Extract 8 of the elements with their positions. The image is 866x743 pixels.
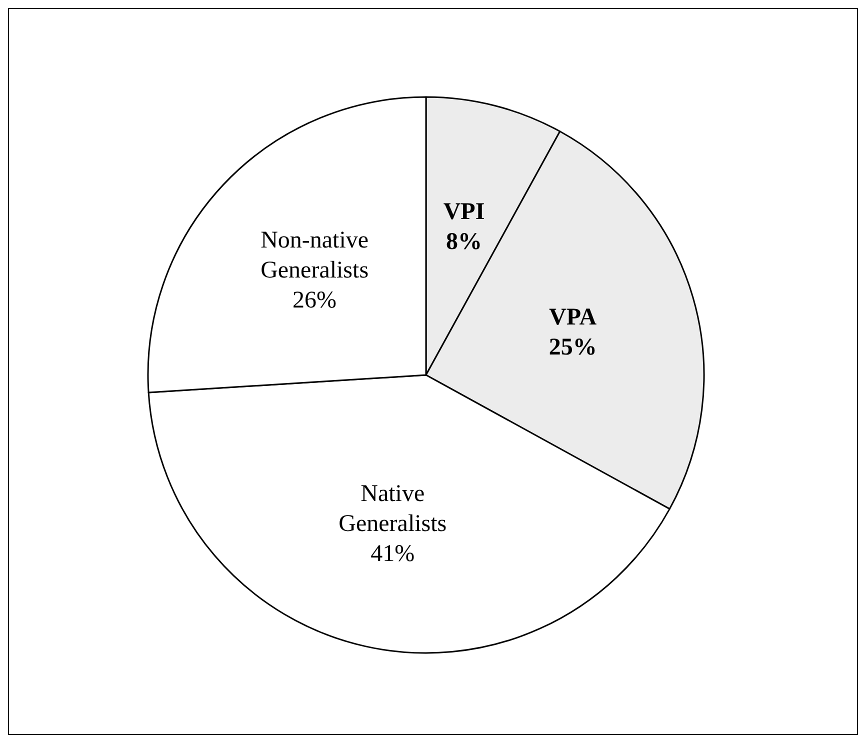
slice-label: VPI xyxy=(443,198,485,225)
data-label: 25% xyxy=(548,334,597,360)
data-label: 8% xyxy=(446,228,482,255)
slice-label: Native Generalists xyxy=(338,481,447,538)
data-label: 26% xyxy=(292,287,337,314)
data-label: 41% xyxy=(370,541,415,568)
slice-label: VPA xyxy=(549,304,598,330)
slice-label: Non-native Generalists xyxy=(260,227,369,284)
